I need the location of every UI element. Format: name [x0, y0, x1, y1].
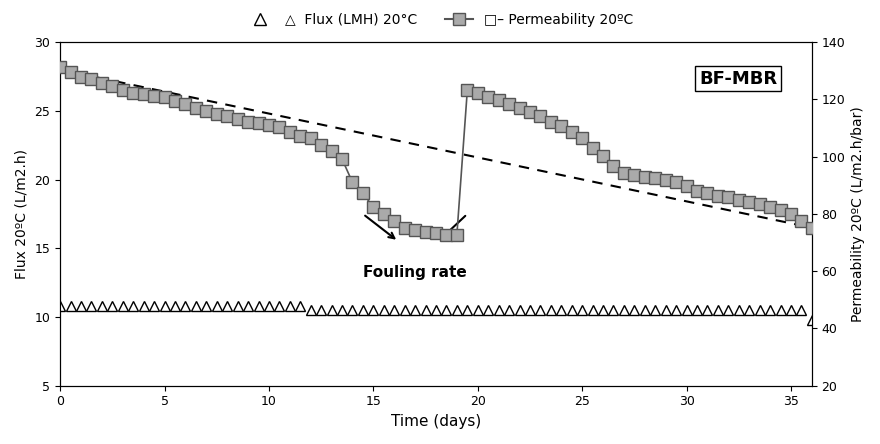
Y-axis label: Flux 20ºC (L/m2.h): Flux 20ºC (L/m2.h)	[15, 149, 29, 279]
Text: Fouling rate: Fouling rate	[363, 265, 467, 280]
X-axis label: Time (days): Time (days)	[391, 414, 481, 429]
Y-axis label: Permeability 20ºC (L/m2.h/bar): Permeability 20ºC (L/m2.h/bar)	[851, 106, 865, 322]
Text: BF-MBR: BF-MBR	[699, 70, 777, 87]
Legend: △  Flux (LMH) 20°C, □– Permeability 20ºC: △ Flux (LMH) 20°C, □– Permeability 20ºC	[241, 7, 639, 32]
